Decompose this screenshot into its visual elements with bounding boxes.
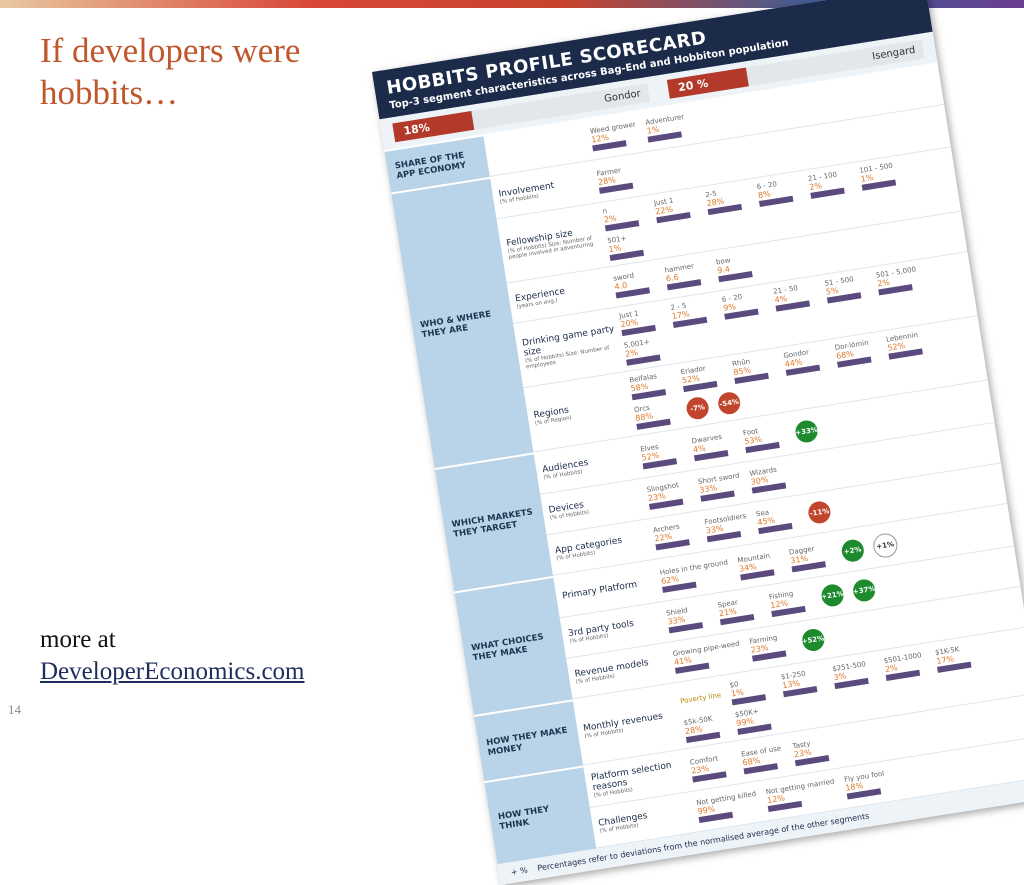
item: $1-250 13% [780,667,825,698]
item: 2 - 5 17% [670,298,715,328]
item: 6 - 20 9% [721,290,766,320]
row-label: Regions (% of Region) [533,395,634,426]
item: Ease of use 68% [741,744,786,775]
item: 6 - 20 8% [756,177,801,207]
item: hammer 6.6 [664,260,709,291]
item: Foot 53% [742,423,787,454]
sections: SHARE OF THE APP ECONOMY Weed grower 12% Ad… [384,62,1024,865]
item: Rhûn 85% [732,354,777,385]
item: Adventurer 1% [645,112,690,143]
item: Belfalas 58% [629,370,674,401]
item: $251-500 3% [832,659,877,690]
row-label: Challenges (% of Hobbits) [598,803,699,835]
item: 21 - 50 4% [773,281,818,312]
row-label: 3rd party tools (% of Hobbits) [568,614,669,645]
badge: +33% [793,418,820,445]
row-label: Fellowship size (% of Hobbits) Size: Numb… [506,223,608,261]
item: Holes in the ground 62% [659,558,731,593]
item: Dagger 31% [788,542,833,573]
item: n 2% [602,201,647,232]
section-heading: WHAT CHOICES THEY MAKE [454,577,573,715]
item: Lebennin 52% [886,329,931,360]
item: Slingshot 23% [646,480,691,510]
row-label: Experience (years on avg.) [515,279,616,311]
item: Mountain 34% [737,550,782,581]
footnote-symbol: + % [510,865,529,878]
slide-title: If developers were hobbits… [40,31,301,112]
item: Dor-lómin 68% [834,337,879,368]
item: 501+ 1% [607,231,652,262]
item: Wizards 30% [749,463,794,494]
item: $50K+ 99% [734,705,779,735]
item: Gondor 44% [783,346,828,376]
row-title: Primary Platform [561,579,638,602]
badge: -54% [716,390,742,416]
item: Archers 22% [653,520,698,551]
item: Comfort 23% [689,752,734,783]
item: Fishing 12% [768,587,813,618]
item: sword 4.0 [613,268,658,299]
item: Farmer 28% [596,164,641,194]
segment-name: Isengard [871,44,917,63]
item: Farming 23% [749,631,794,662]
item: Not getting killed 99% [696,790,759,824]
item: Spear 21% [717,595,762,626]
item: 51 - 500 5% [824,273,869,304]
row-label: Primary Platform [562,576,662,602]
row-label: App categories (% of Hobbits) [554,531,655,562]
top-stripe [0,0,1024,8]
item: Growing pipe-weed 41% [672,640,743,674]
badge: +1% [871,531,899,560]
item: Elves 52% [640,439,685,470]
row-label: Involvement (% of Hobbits) [498,174,599,206]
row-label [492,140,591,156]
page-number: 14 [8,702,21,717]
badge: -11% [807,499,833,525]
item: 21 - 100 2% [807,169,852,199]
item: Short sword 33% [698,472,743,502]
item: Fly you fool 18% [844,769,889,800]
badge: +52% [800,627,826,653]
more-label: more at [40,626,116,653]
item: Not getting married 12% [765,777,837,812]
item: 2-5 28% [705,185,750,216]
badge: +2% [839,538,866,564]
item: Just 1 20% [619,306,664,337]
item: bow 9.4 [715,252,760,283]
row-label: Revenue models (% of Hobbits) [574,654,675,686]
item: Footsoldiers 33% [704,512,749,543]
item: $0 1% [729,675,774,706]
badge: -7% [685,395,711,421]
more-info: more at DeveloperEconomics.com [40,624,305,688]
row-label: Monthly revenues (% of Hobbits) [583,708,684,739]
item: Weed grower 12% [589,120,638,152]
site-link[interactable]: DeveloperEconomics.com [40,658,305,685]
item: Just 1 22% [653,193,698,224]
item: $501-1000 2% [883,651,928,681]
item: $5k-50K 28% [683,713,728,744]
item: Orcs 88% [634,400,679,430]
section-heading: WHICH MARKETS THEY TARGET [435,454,554,592]
scorecard: HOBBITS PROFILE SCORECARD Top-3 segment … [372,0,1024,885]
item: 5,001+ 2% [623,335,668,366]
row-note: Poverty line [679,691,722,706]
badge: +37% [851,577,877,603]
segment-name: Gondor [603,88,642,105]
row-label: Devices (% of Hobbits) [548,490,649,521]
item: Dwarves 4% [691,431,736,462]
item: 101 - 500 1% [859,160,904,191]
item: Sea 45% [755,504,800,535]
item: Eriador 52% [680,362,725,393]
row-label: Drinking game party size (% of Hobbits) S… [522,323,626,370]
row-label: Audiences (% of Hobbits) [542,450,643,481]
item: Shield 33% [666,603,711,634]
item: $1K-5K 17% [935,643,980,673]
item: 501 - 5,000 2% [875,265,920,296]
badge: +21% [819,582,846,608]
item: Tasty 23% [792,736,837,767]
section-heading: HOW THEY THINK [484,767,597,865]
